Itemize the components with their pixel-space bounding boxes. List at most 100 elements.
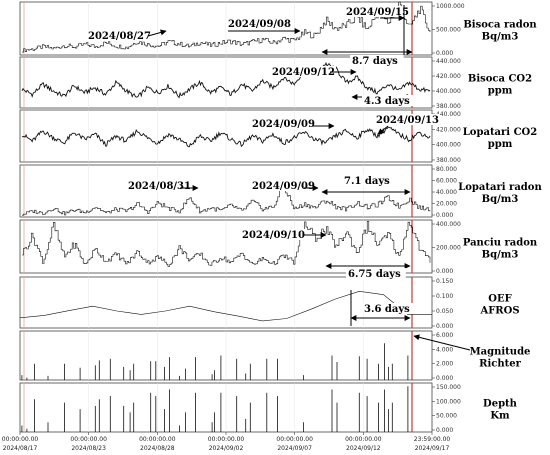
x-tick-time: 00:00:00.00 — [2, 436, 39, 443]
x-tick-time: 00:00:00.00 — [276, 436, 313, 443]
annotation-text: 2024/09/10 — [242, 230, 305, 241]
series-line — [21, 126, 431, 148]
annotation-text: 3.6 days — [364, 304, 410, 315]
y-tick-label: 380.000 — [436, 157, 461, 164]
y-tick-label: 150.000 — [436, 384, 461, 391]
panel-unit: Bq/m3 — [482, 194, 519, 205]
y-tick-label: 0.100 — [436, 293, 453, 300]
annotation-text: 2024/09/09 — [252, 119, 315, 130]
annotation-text: 2024/09/15 — [346, 7, 409, 18]
x-tick-date: 2024/09/12 — [346, 445, 381, 452]
panel-unit: Richter — [479, 359, 521, 370]
y-tick-label: 0.000 — [436, 427, 453, 434]
panel-unit: ppm — [488, 139, 513, 150]
panel-label: Magnitude — [470, 347, 531, 358]
annotation-text: 8.7 days — [352, 56, 398, 67]
panel-unit: Bq/m3 — [482, 250, 519, 261]
y-tick-label: 440.000 — [436, 58, 461, 65]
y-tick-label: 40.000 — [436, 189, 457, 196]
x-tick-time: 00:00:00.00 — [139, 436, 176, 443]
annotation-arrow — [147, 29, 167, 37]
panel-label: Depth — [483, 399, 518, 410]
y-tick-label: 400.000 — [436, 88, 461, 95]
y-tick-label: 6.000 — [436, 332, 453, 339]
annotation-bg — [344, 6, 410, 17]
panel-unit: AFROS — [479, 306, 519, 317]
y-tick-label: 0.000 — [436, 268, 453, 275]
panel-unit: ppm — [488, 86, 513, 97]
series-line — [21, 61, 431, 99]
panel-label: Bisoca CO2 — [468, 74, 532, 85]
annotation-bg — [226, 18, 292, 29]
x-tick-date: 2024/08/28 — [140, 445, 175, 452]
y-tick-label: 440.000 — [436, 111, 461, 118]
annotation-text: 2024/09/08 — [228, 19, 291, 30]
series-line — [22, 185, 431, 216]
panel-unit: Km — [490, 411, 510, 422]
x-tick-time: 00:00:00.00 — [208, 436, 245, 443]
annotation-bg — [362, 95, 416, 106]
panel-label: Lopatari radon — [458, 182, 542, 193]
annotation-arrow — [377, 125, 389, 135]
x-axis: 00:00:00.00 2024/08/17 00:00:00.00 2024/08/… — [2, 432, 451, 452]
y-tick-label: 80.000 — [436, 166, 457, 173]
annotation-text: 2024/08/27 — [88, 31, 151, 42]
y-tick-label: 420.000 — [436, 73, 461, 80]
y-tick-label: 2.000 — [436, 361, 453, 368]
panel-lopatari-co2: 440.000 420.000 400.000 380.000 Lopatari CO2… — [19, 109, 537, 164]
y-tick-label: 20.000 — [436, 201, 457, 208]
panel-unit: Bq/m3 — [482, 32, 519, 43]
y-tick-label: 0.000 — [436, 212, 453, 219]
annotation-text: 2024/09/12 — [272, 67, 335, 78]
annotation-bg — [362, 303, 416, 314]
x-tick-time: 23:59:00.00 — [414, 436, 451, 443]
y-tick-label: 100.000 — [436, 398, 461, 405]
annotation-text: 7.1 days — [344, 176, 390, 187]
annotation-bg — [342, 175, 396, 186]
annotation-arrow — [413, 334, 471, 351]
annotation-bg — [250, 118, 316, 129]
y-tick-label: 60.000 — [436, 178, 457, 185]
y-tick-label: 0.000 — [436, 375, 453, 382]
y-tick-label: 0.000 — [436, 50, 453, 57]
annotation-bg — [126, 180, 192, 191]
annotation-bg — [240, 229, 306, 240]
panel-label: Bisoca radon — [463, 20, 537, 31]
panel-label: Lopatari CO2 — [463, 127, 537, 138]
y-tick-label: 200.000 — [436, 245, 461, 252]
annotation-bg — [270, 66, 336, 77]
x-tick-time: 00:00:00.00 — [345, 436, 382, 443]
panel-label: OEF — [488, 294, 511, 305]
annotation-text: 2024/09/13 — [376, 115, 439, 126]
y-tick-label: 0.000 — [436, 323, 453, 330]
x-tick-date: 2024/09/02 — [209, 445, 244, 452]
x-tick-date: 2024/08/17 — [3, 445, 38, 452]
panel-lopatari-radon: 80.000 60.000 40.000 20.000 0.000 Lopatari ra… — [19, 164, 542, 219]
y-tick-label: 0.150 — [436, 278, 453, 285]
annotation-bg — [374, 114, 440, 125]
x-tick-date: 2024/09/07 — [277, 445, 312, 452]
annotation-text: 6.75 days — [348, 269, 401, 280]
y-tick-label: 400.000 — [436, 221, 461, 228]
y-tick-label: 4.000 — [436, 346, 453, 353]
series-line — [22, 221, 431, 267]
x-tick-date: 2024/09/17 — [415, 445, 450, 452]
y-tick-label: 500.000 — [436, 27, 461, 34]
panel-label: Panciu radon — [463, 238, 538, 249]
annotation-text: 2024/09/09 — [252, 181, 315, 192]
y-tick-label: 1000.000 — [436, 3, 465, 10]
series-line — [19, 290, 432, 322]
y-tick-label: 380.000 — [436, 103, 461, 110]
y-tick-label: 420.000 — [436, 126, 461, 133]
annotation-bg — [350, 55, 404, 66]
y-tick-label: 0.050 — [436, 308, 453, 315]
annotation-text: 2024/08/31 — [128, 181, 191, 192]
x-tick-date: 2024/08/23 — [71, 445, 106, 452]
annotation-bg — [250, 180, 316, 191]
